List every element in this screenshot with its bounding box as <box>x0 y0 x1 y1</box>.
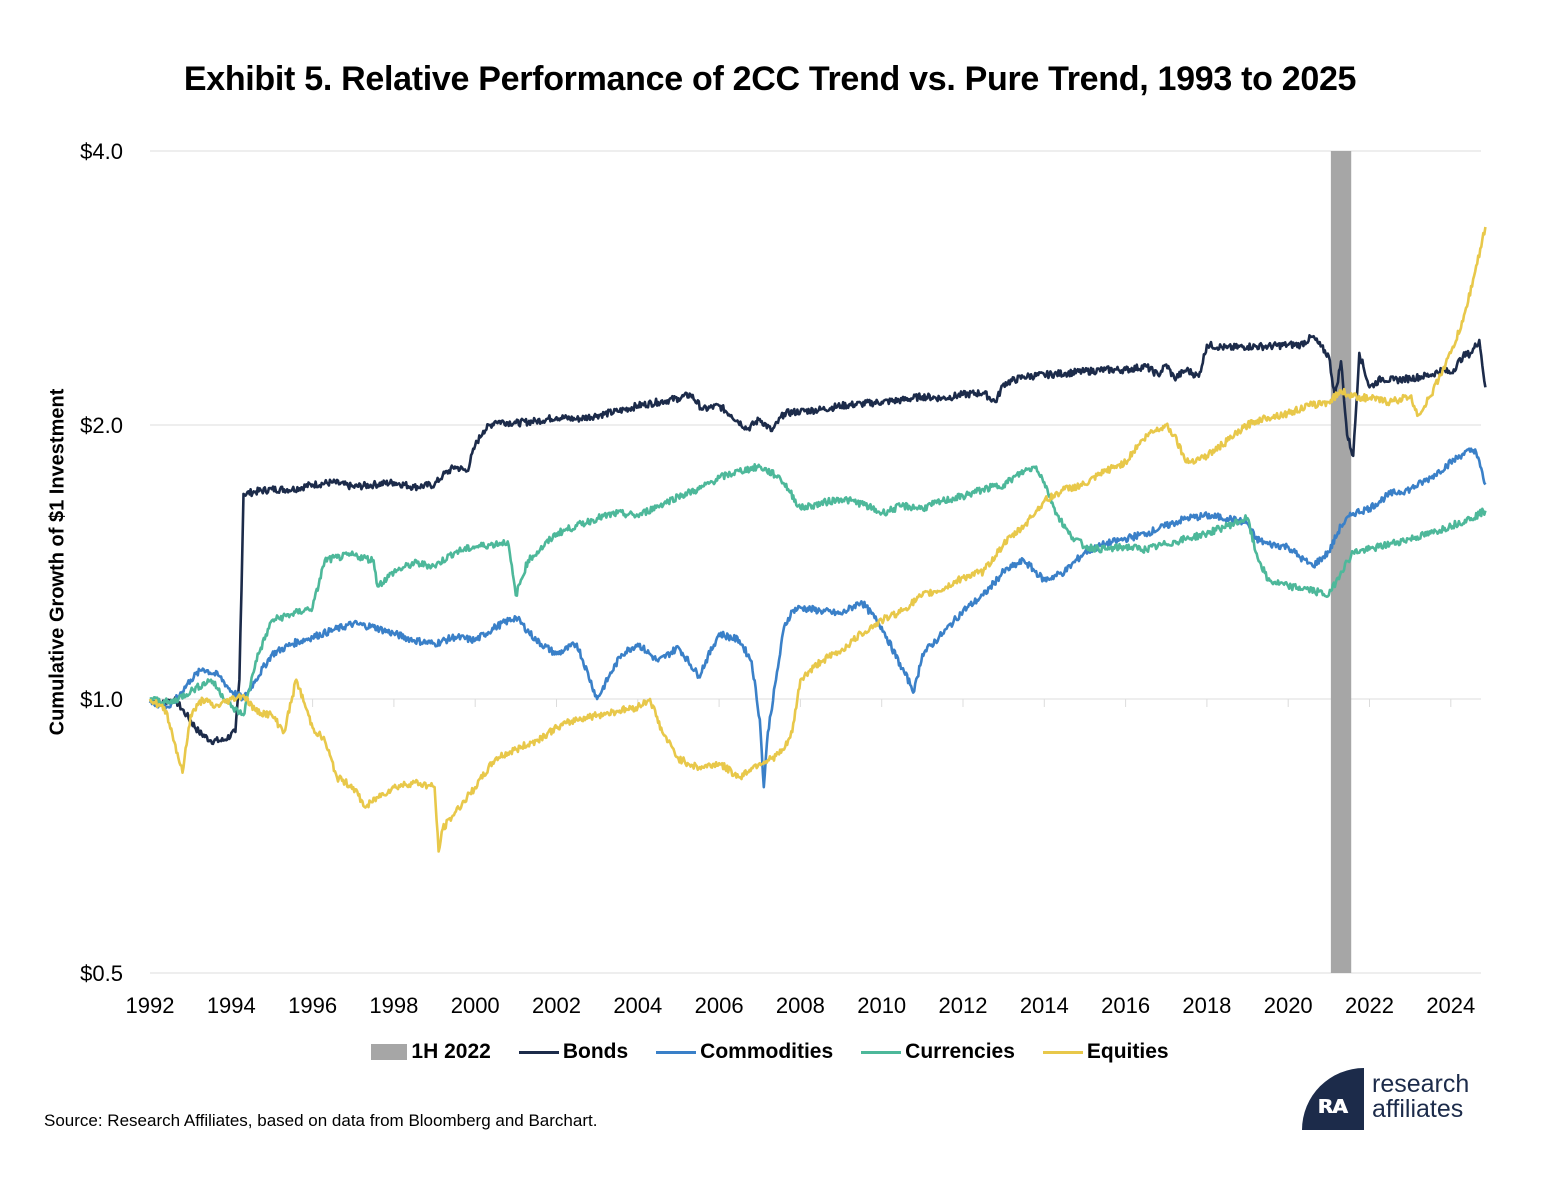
x-tick-label: 2008 <box>776 993 825 1018</box>
x-tick-label: 2020 <box>1264 993 1313 1018</box>
logo-line1: research <box>1372 1070 1470 1098</box>
x-tick-label: 2000 <box>451 993 500 1018</box>
y-tick-label: $4.0 <box>80 139 123 164</box>
logo-wordmark: research affiliates <box>1372 1072 1469 1122</box>
x-tick-label: 2004 <box>613 993 662 1018</box>
legend-item-shade: 1H 2022 <box>371 1040 491 1064</box>
x-tick-label: 2024 <box>1426 993 1475 1018</box>
x-tick-label: 2002 <box>532 993 581 1018</box>
x-tick-label: 2012 <box>939 993 988 1018</box>
legend-label: Bonds <box>562 1040 629 1063</box>
series-layer <box>148 226 1487 853</box>
legend-swatch <box>861 1050 902 1054</box>
legend-item-commodities: Commodities <box>656 1040 833 1064</box>
legend: 1H 2022 Bonds Commodities Currencies Equitie… <box>0 1040 1540 1064</box>
logo-line2: affiliates <box>1372 1095 1464 1123</box>
x-tick-label: 1996 <box>288 993 337 1018</box>
x-tick-label: 2018 <box>1182 993 1231 1018</box>
legend-swatch <box>1042 1050 1083 1054</box>
legend-swatch <box>518 1050 559 1054</box>
x-tick-label: 2022 <box>1345 993 1394 1018</box>
chart-title: Exhibit 5. Relative Performance of 2CC T… <box>183 60 1357 98</box>
logo-mark-glyph: ʀᴀ <box>1318 1090 1349 1120</box>
legend-label: Equities <box>1086 1040 1169 1063</box>
legend-item-equities: Equities <box>1042 1040 1169 1064</box>
legend-item-currencies: Currencies <box>861 1040 1015 1064</box>
logo-mark-icon: ʀᴀ <box>1302 1068 1364 1130</box>
grid-layer <box>150 150 1481 974</box>
y-tick-label: $2.0 <box>80 413 123 438</box>
shade-1h-2022 <box>1330 151 1352 973</box>
research-affiliates-logo: ʀᴀ research affiliates <box>1302 1068 1502 1134</box>
x-tick-label: 2006 <box>695 993 744 1018</box>
x-tick-label: 1998 <box>369 993 418 1018</box>
x-tick-label: 2010 <box>857 993 906 1018</box>
legend-label: 1H 2022 <box>411 1040 491 1063</box>
series-line-currencies <box>149 463 1487 717</box>
y-tick-label: $1.0 <box>80 687 123 712</box>
x-tick-label: 2014 <box>1020 993 1069 1018</box>
shade-layer <box>1330 151 1352 973</box>
series-line-bonds <box>149 334 1487 746</box>
x-tick-label: 1994 <box>207 993 256 1018</box>
series-line-equities <box>148 226 1487 853</box>
y-tick-label: $0.5 <box>80 961 123 986</box>
legend-label: Commodities <box>700 1040 834 1063</box>
legend-label: Currencies <box>905 1040 1015 1063</box>
legend-swatch <box>656 1050 697 1054</box>
y-axis-label: Cumulative Growth of $1 Investment <box>46 388 69 736</box>
legend-item-bonds: Bonds <box>518 1040 629 1064</box>
series-line-commodities <box>148 447 1487 789</box>
axis-layer: $0.5 $1.0 $2.0 $4.0 1992 1994 1996 1998 2000 2002… <box>80 139 1475 1018</box>
source-note: Source: Research Affiliates, based on da… <box>44 1111 598 1130</box>
x-tick-label: 1992 <box>126 993 175 1018</box>
legend-swatch <box>371 1044 408 1060</box>
x-tick-label: 2016 <box>1101 993 1150 1018</box>
